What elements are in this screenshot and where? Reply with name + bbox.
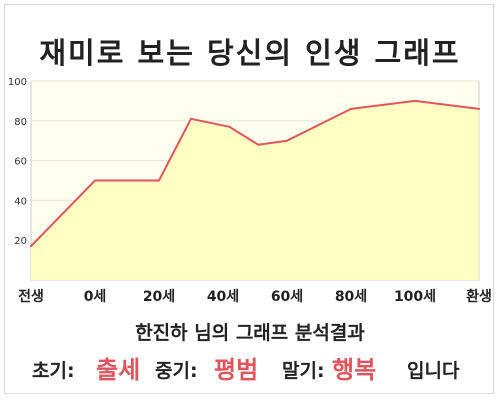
- data-point: [158, 179, 160, 182]
- y-tick-label: 40: [14, 196, 27, 207]
- data-point: [190, 117, 192, 120]
- result-ending: 입니다: [407, 360, 460, 382]
- data-point: [414, 99, 416, 102]
- x-tick-label: 전생: [18, 288, 44, 305]
- x-axis-ticks: 전생 0세 20세 40세 60세 80세 100세 환생: [18, 288, 492, 305]
- y-tick-label: 60: [14, 157, 27, 168]
- page-title: 재미로 보는 당신의 인생 그래프: [39, 36, 461, 70]
- x-tick-label: 60세: [271, 289, 303, 305]
- early-label: 초기:: [32, 360, 75, 382]
- data-point: [94, 179, 96, 182]
- series-line: [30, 99, 480, 247]
- x-tick-label: 환생: [466, 288, 492, 305]
- y-tick-label: 100: [8, 77, 27, 88]
- result-line: 초기: 출세 중기: 평범 말기: 행복 입니다: [0, 346, 500, 386]
- area-fill: [31, 100, 479, 281]
- y-tick-label: 80: [14, 117, 27, 128]
- x-tick-label: 80세: [335, 289, 367, 305]
- data-point: [350, 107, 352, 110]
- data-point: [478, 107, 480, 110]
- late-label: 말기:: [282, 360, 325, 382]
- data-point: [228, 125, 231, 128]
- y-tick-label: 20: [14, 236, 27, 247]
- x-tick-label: 40세: [207, 289, 239, 305]
- y-axis-ticks: 20 40 60 80 100: [8, 77, 27, 247]
- analysis-summary: 한진하 님의 그래프 분석결과: [135, 322, 365, 344]
- x-tick-label: 20세: [143, 289, 175, 305]
- x-tick-label: 0세: [84, 289, 107, 305]
- middle-label: 중기:: [155, 360, 198, 382]
- data-points: [30, 99, 480, 248]
- chart-frame: [4, 4, 494, 394]
- data-point: [257, 143, 260, 146]
- data-point: [30, 245, 32, 248]
- data-point: [286, 139, 288, 142]
- early-value: 출세: [96, 356, 141, 384]
- middle-value: 평범: [214, 356, 259, 384]
- x-tick-label: 100세: [394, 289, 436, 305]
- late-value: 행복: [332, 356, 377, 384]
